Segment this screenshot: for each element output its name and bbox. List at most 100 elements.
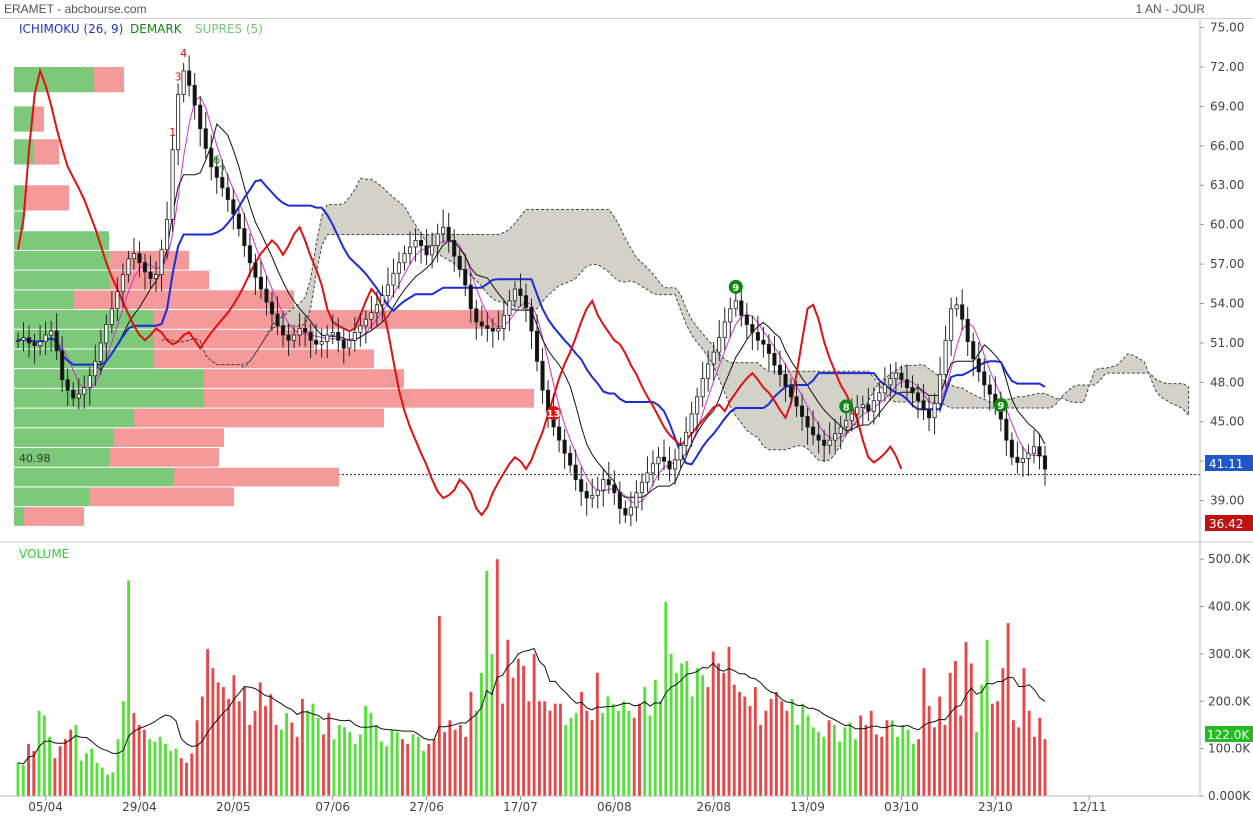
volume-bar	[685, 661, 689, 796]
volume-bar	[243, 687, 246, 796]
date-tick-label: 06/08	[597, 800, 632, 814]
supres-green-bar	[14, 408, 134, 428]
candle-body	[308, 331, 313, 341]
candle-body	[628, 506, 633, 516]
volume-bar	[100, 767, 104, 796]
volume-bar	[306, 710, 310, 796]
volume-bar	[938, 696, 942, 796]
volume-bar	[1006, 623, 1010, 796]
volume-bar	[37, 710, 41, 796]
volume-bar	[927, 706, 931, 796]
volume-bar	[943, 724, 947, 796]
volume-bar	[443, 732, 447, 796]
date-tick-label: 26/08	[696, 800, 731, 814]
volume-bar	[632, 717, 636, 796]
volume-bar	[174, 748, 178, 796]
volume-bar	[453, 729, 457, 796]
candle-body	[987, 384, 992, 395]
supres-green-bar	[14, 310, 154, 329]
volume-bar	[869, 710, 873, 796]
candle-body	[242, 228, 247, 247]
volume-bar	[553, 703, 557, 796]
volume-bar	[437, 616, 441, 796]
volume-bar	[1011, 720, 1015, 796]
candle-body	[98, 342, 103, 362]
candle-body	[960, 304, 965, 320]
candle-body	[181, 70, 186, 95]
volume-bar	[332, 739, 336, 796]
date-tick-label: 20/05	[216, 800, 251, 814]
candle-body	[203, 128, 208, 149]
volume-bar	[474, 710, 478, 796]
legend-ichimoku: ICHIMOKU (26, 9)	[19, 22, 123, 36]
volume-bar	[990, 703, 994, 796]
volume-bar	[827, 720, 831, 796]
candle-body	[198, 104, 203, 130]
demark-badge	[546, 406, 561, 421]
candle-body	[501, 314, 506, 329]
supres-green-bar	[14, 231, 109, 250]
volume-bar	[732, 684, 736, 796]
candle-body	[568, 452, 573, 466]
volume-bars	[16, 559, 1047, 796]
volume-bar	[764, 710, 768, 796]
candle-body	[910, 387, 915, 394]
candle-body	[739, 300, 744, 316]
volume-bar	[85, 753, 88, 796]
candle-body	[275, 313, 280, 327]
volume-bar	[796, 724, 799, 796]
volume-bar	[290, 722, 294, 796]
candle-body	[236, 213, 241, 229]
candle-body	[761, 339, 766, 345]
volume-bar	[695, 668, 699, 796]
candle-body	[783, 374, 788, 387]
candle-body	[755, 331, 760, 341]
candle-body	[1037, 446, 1042, 457]
volume-bar	[511, 677, 515, 796]
volume-bar	[158, 736, 162, 796]
volume-bar	[295, 736, 299, 796]
volume-bar	[232, 675, 236, 796]
candle-body	[1026, 452, 1031, 459]
price-candles	[15, 55, 1048, 527]
volume-bar	[917, 739, 921, 796]
volume-bar	[896, 736, 899, 796]
candle-body	[639, 481, 644, 494]
volume-bar	[1001, 668, 1005, 796]
volume-bar	[148, 739, 152, 796]
period-selector[interactable]: 1 AN - JOUR	[1135, 2, 1205, 16]
axes: 75.00 72.00 69.00 66.00 63.00 60.00 57.00 54.00…	[0, 20, 1253, 814]
volume-bar	[395, 732, 399, 796]
candle-body	[479, 321, 484, 327]
candle-body	[860, 404, 865, 408]
supres-green-bar	[14, 349, 154, 369]
candle-body	[954, 304, 959, 310]
volume-bar	[127, 580, 131, 796]
volume-bar	[311, 703, 315, 796]
candle-body	[523, 295, 529, 308]
volume-bar	[906, 729, 910, 796]
candle-body	[225, 187, 230, 201]
volume-bar	[53, 758, 57, 796]
candle-body	[838, 426, 843, 434]
volume-bar	[21, 765, 25, 796]
volume-tick-label: 400.0K	[1208, 600, 1251, 614]
date-tick-label: 29/04	[122, 800, 157, 814]
volume-bar	[843, 727, 847, 796]
candle-body	[899, 372, 904, 381]
volume-bar	[69, 729, 73, 796]
date-tick-label: 12/11	[1072, 800, 1107, 814]
volume-bar	[195, 720, 199, 796]
volume-bar	[585, 710, 589, 796]
candle-body	[435, 233, 440, 247]
candle-body	[49, 330, 54, 336]
volume-bar	[774, 691, 778, 796]
price-tick-label: 72.00	[1210, 60, 1244, 74]
candle-body	[165, 219, 170, 251]
supres-red-bar	[89, 487, 234, 507]
candle-body	[871, 400, 876, 412]
candle-body	[1015, 456, 1020, 463]
volume-bar	[343, 727, 346, 796]
volume-bar	[485, 571, 489, 796]
volume-bar	[327, 713, 331, 796]
